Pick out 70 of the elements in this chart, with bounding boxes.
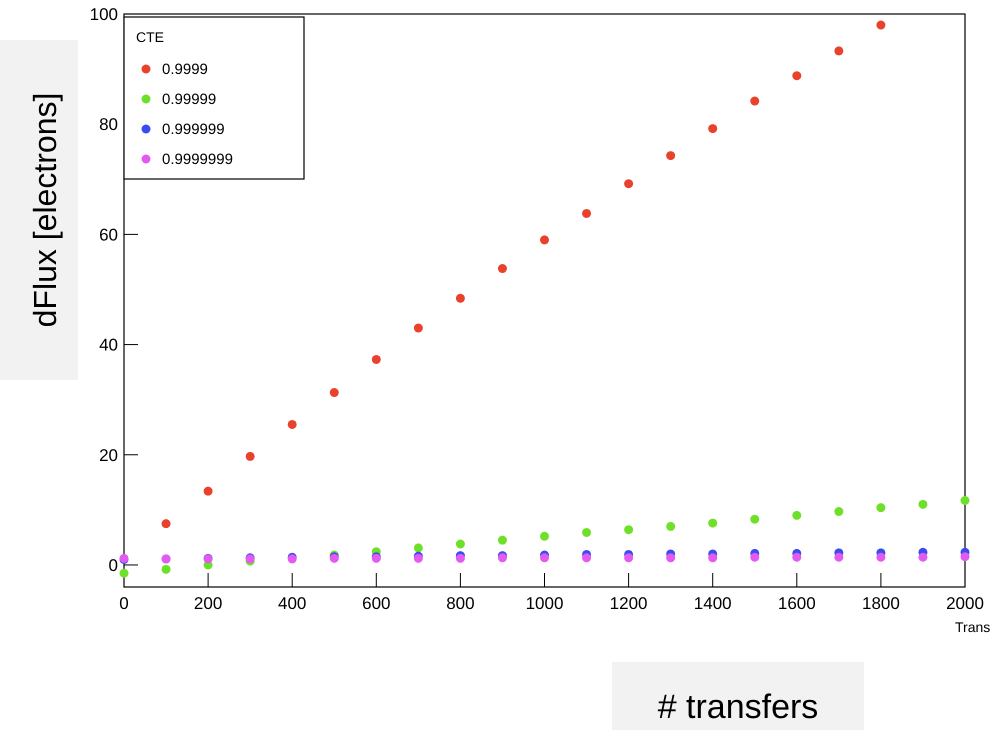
y-tick-label: 60	[99, 225, 118, 244]
x-tick-label: 800	[446, 594, 475, 613]
point	[288, 420, 297, 429]
point	[918, 552, 928, 562]
point	[540, 532, 549, 541]
point	[540, 235, 549, 244]
point	[666, 522, 676, 531]
point	[918, 500, 928, 509]
point	[162, 564, 171, 574]
point	[876, 503, 886, 512]
point	[666, 553, 676, 562]
y-tick-label: 20	[99, 446, 118, 465]
point	[960, 552, 970, 562]
point	[708, 553, 718, 562]
point	[498, 536, 507, 545]
legend-label: 0.9999999	[162, 151, 233, 168]
point	[414, 324, 423, 333]
legend-title: CTE	[136, 29, 164, 45]
text: Trans	[955, 619, 990, 635]
point	[876, 552, 886, 562]
x-tick-label: 1200	[610, 594, 648, 613]
x-tick-label: 1800	[862, 594, 900, 613]
point	[792, 552, 802, 562]
y-axis-title: dFlux [electrons]	[27, 92, 63, 328]
point	[834, 46, 844, 56]
point	[582, 528, 592, 537]
point	[792, 71, 802, 80]
legend-label: 0.9999	[162, 61, 208, 78]
point	[582, 208, 592, 218]
x-tick-label: 1000	[526, 594, 564, 613]
point	[456, 294, 465, 303]
point	[708, 124, 718, 134]
point	[666, 151, 676, 160]
point	[582, 553, 592, 562]
point	[372, 354, 381, 364]
point	[834, 507, 844, 516]
x-axis-title: # transfers	[658, 688, 818, 726]
point	[624, 553, 634, 562]
point	[162, 519, 171, 528]
point	[624, 179, 634, 188]
point	[204, 486, 213, 496]
y-tick-label: 0	[108, 556, 118, 575]
x-tick-label: 600	[362, 594, 390, 613]
point	[498, 264, 507, 274]
point	[540, 553, 549, 562]
point	[708, 518, 718, 528]
legend-label: 0.999999	[162, 121, 225, 138]
y-tick-label: 80	[99, 115, 118, 134]
point	[456, 554, 465, 563]
point	[120, 568, 128, 578]
point	[750, 96, 760, 106]
point	[246, 452, 255, 461]
y-tick-label: 40	[99, 336, 118, 355]
y-tick-label: 100	[90, 5, 118, 24]
point	[876, 20, 886, 30]
point	[414, 543, 423, 552]
x-tick-label: 2000	[946, 594, 984, 613]
point	[750, 552, 760, 562]
point	[456, 540, 465, 549]
x-tick-label: 200	[194, 594, 222, 613]
point	[834, 552, 844, 562]
legend-label: 0.99999	[162, 91, 216, 108]
point	[960, 496, 970, 505]
point	[624, 525, 634, 534]
point	[750, 514, 760, 524]
point	[330, 388, 339, 398]
x-tick-label: 400	[278, 594, 306, 613]
point	[792, 510, 802, 520]
x-tick-label: 1400	[694, 594, 732, 613]
x-tick-label: 1600	[778, 594, 816, 613]
